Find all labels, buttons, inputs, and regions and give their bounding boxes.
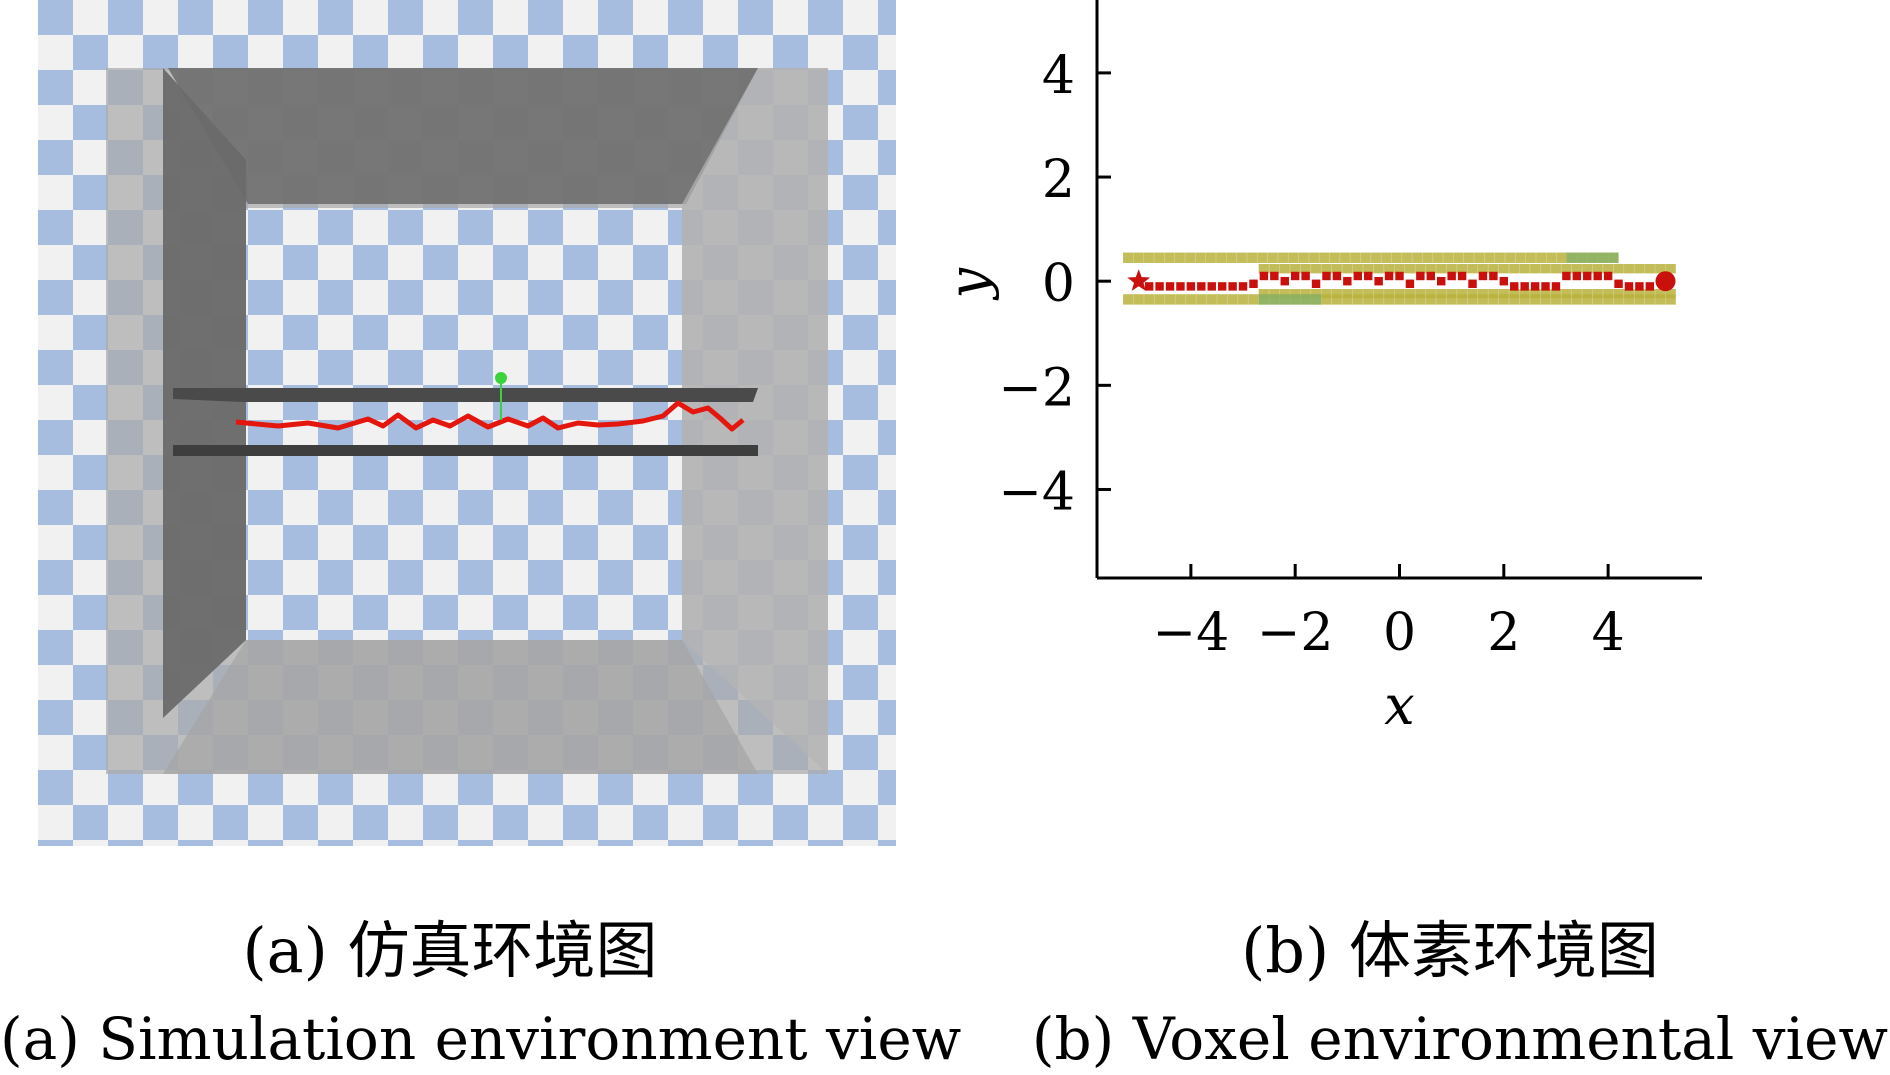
path-voxel — [1270, 271, 1279, 281]
path-voxel — [1593, 271, 1602, 281]
lower-corridor-bar — [173, 445, 758, 456]
path-voxel — [1332, 271, 1342, 281]
path-voxel — [1343, 276, 1352, 286]
goal-circle-marker — [1655, 271, 1676, 292]
path-voxel — [1217, 282, 1227, 291]
path-voxel — [1510, 282, 1519, 291]
simulation-view-image — [38, 0, 896, 846]
path-voxel — [1447, 271, 1456, 281]
voxel-chart: 4 2 0 −2 −4 −4 −2 0 2 4 x y — [937, 0, 1702, 737]
trajectory-path — [235, 400, 745, 432]
path-voxel — [1551, 282, 1561, 291]
goal-marker — [495, 372, 507, 384]
path-voxel — [1353, 271, 1362, 281]
simulation-view-panel — [38, 0, 896, 846]
path-voxel — [1645, 282, 1655, 291]
x-tick-label: 2 — [1487, 603, 1520, 663]
bottom-wall-face — [163, 640, 758, 774]
path-voxel — [1155, 282, 1164, 291]
path-voxel — [1238, 282, 1248, 291]
path-voxel — [1384, 271, 1394, 281]
x-tick-label: 0 — [1383, 603, 1416, 663]
path-voxel — [1562, 271, 1571, 281]
path-voxel — [1635, 282, 1644, 291]
path-voxel — [1197, 282, 1206, 291]
path-voxel — [1290, 271, 1300, 281]
wall-voxels-lower-wall — [1123, 294, 1676, 305]
wall-voxels-tint — [1258, 294, 1322, 305]
path-voxel — [1165, 282, 1175, 291]
path-voxel — [1186, 282, 1196, 291]
y-tick-label: 4 — [1042, 46, 1075, 106]
x-axis-label: x — [1384, 674, 1414, 737]
path-voxel — [1395, 271, 1404, 281]
path-voxel — [1530, 282, 1540, 291]
y-tick-label: −4 — [998, 462, 1075, 522]
y-tick-label: 0 — [1042, 254, 1075, 314]
voxel-view-panel: 4 2 0 −2 −4 −4 −2 0 2 4 x y — [930, 0, 1890, 900]
path-voxel — [1249, 279, 1258, 289]
path-voxel — [1541, 282, 1550, 291]
path-voxel — [1614, 279, 1623, 289]
path-voxel — [1572, 271, 1582, 281]
caption-b-cn: (b) 体素环境图 — [1241, 914, 1659, 987]
wall-voxels-tint — [1566, 252, 1619, 263]
path-voxel — [1583, 271, 1592, 281]
start-star-marker — [1127, 269, 1151, 291]
y-tick-label: 2 — [1042, 150, 1075, 210]
path-voxel — [1437, 276, 1446, 286]
path-voxel — [1280, 276, 1289, 286]
wall-voxels-lower-inner-wall — [1258, 289, 1676, 299]
y-tick-label: −2 — [998, 358, 1075, 418]
path-voxel — [1457, 271, 1467, 281]
y-axis-label: y — [937, 266, 1000, 300]
right-wall-face — [682, 68, 828, 774]
path-voxel — [1301, 271, 1310, 281]
path-voxel — [1489, 271, 1498, 281]
path-voxel — [1374, 276, 1383, 286]
x-tick-label: 4 — [1592, 603, 1625, 663]
x-tick-label: −4 — [1153, 603, 1230, 663]
path-voxel — [1322, 271, 1331, 281]
path-voxel — [1416, 271, 1425, 281]
x-tick-label: −2 — [1257, 603, 1334, 663]
path-voxel — [1144, 282, 1154, 291]
path-voxel — [1499, 276, 1509, 286]
path-voxel — [1426, 271, 1436, 281]
upper-corridor-bar — [173, 388, 758, 402]
path-voxel — [1624, 282, 1634, 291]
path-voxel — [1176, 282, 1185, 291]
path-voxel — [1207, 282, 1216, 291]
path-voxel — [1259, 271, 1269, 281]
top-wall-face — [168, 68, 758, 204]
path-voxel — [1478, 271, 1488, 281]
path-voxel — [1603, 271, 1613, 281]
path-voxel — [1363, 271, 1373, 281]
wall-voxels-upper-inner-wall — [1258, 264, 1676, 274]
caption-b-en: (b) Voxel environmental view — [1031, 1005, 1889, 1073]
path-voxel — [1311, 279, 1321, 289]
path-voxel — [1520, 282, 1529, 291]
path-voxel — [1468, 279, 1477, 289]
caption-a-en: (a) Simulation environment view — [0, 1005, 962, 1073]
wall-voxels-upper-wall — [1123, 252, 1619, 263]
path-voxel — [1228, 282, 1237, 291]
path-voxel — [1405, 279, 1415, 289]
caption-a-cn: (a) 仿真环境图 — [242, 914, 658, 987]
